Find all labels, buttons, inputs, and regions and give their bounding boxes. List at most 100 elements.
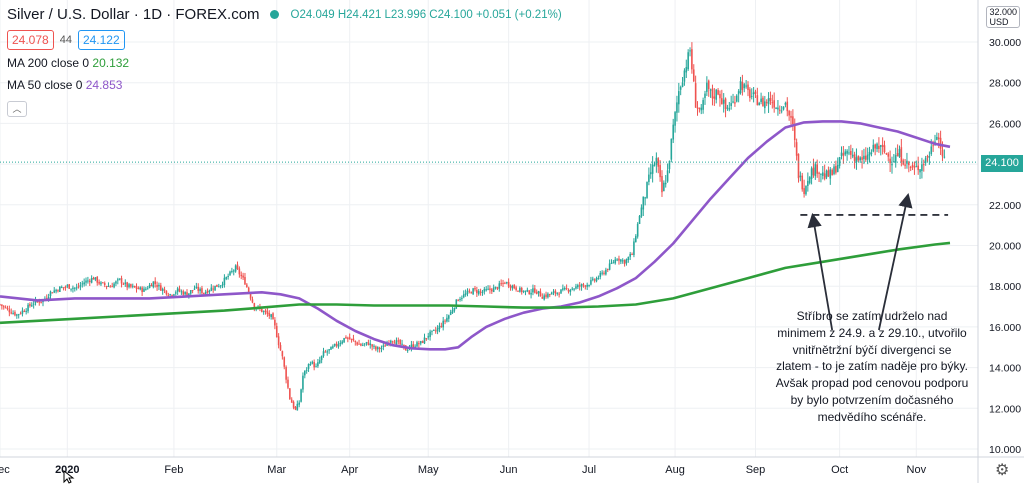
candle-body xyxy=(285,367,287,380)
candle-body xyxy=(820,173,822,175)
candle-body xyxy=(193,288,196,290)
y-tick-label: 20.000 xyxy=(989,241,1021,253)
candle-body xyxy=(249,293,252,299)
buy-button[interactable]: 24.122 xyxy=(77,30,125,50)
candle-body xyxy=(171,294,173,296)
candle-body xyxy=(165,290,168,295)
candle-body xyxy=(120,278,123,284)
candle-body xyxy=(150,284,153,287)
candle-body xyxy=(169,294,171,296)
candle-body xyxy=(139,287,142,290)
candle-body xyxy=(825,170,828,178)
candle-body xyxy=(653,165,656,167)
candle-body xyxy=(599,273,602,277)
candle-body xyxy=(189,290,192,294)
candle-body xyxy=(664,182,667,185)
candle-body xyxy=(580,284,583,287)
ma50-legend[interactable]: MA 50 close 0 24.853 xyxy=(7,78,122,92)
candle-body xyxy=(883,145,886,152)
candle-body xyxy=(143,288,145,292)
candle-body xyxy=(524,290,527,292)
candle-body xyxy=(10,312,13,314)
candle-body xyxy=(141,287,143,293)
candle-body xyxy=(692,69,695,82)
candle-body xyxy=(158,284,160,287)
x-tick-label: May xyxy=(418,464,439,476)
candle-body xyxy=(851,154,854,157)
candle-body xyxy=(732,101,734,103)
chart-legend: Silver / U.S. Dollar · 1D · FOREX.com O2… xyxy=(7,6,562,23)
candle-body xyxy=(835,166,837,173)
candle-body xyxy=(45,298,48,300)
y-tick-label: 16.000 xyxy=(989,322,1021,334)
chevron-up-icon[interactable]: ︿ xyxy=(7,101,27,117)
currency-label[interactable]: 32.000 USD xyxy=(986,6,1020,28)
candle-body xyxy=(208,290,211,292)
y-tick-label: 26.000 xyxy=(989,118,1021,130)
candle-body xyxy=(2,306,5,308)
candle-body xyxy=(154,281,157,284)
spread-value: 44 xyxy=(59,34,72,46)
x-tick-label: Feb xyxy=(164,464,183,476)
candle-body xyxy=(311,361,314,364)
candle-body xyxy=(14,312,16,316)
gear-icon[interactable]: ⚙ xyxy=(995,462,1010,479)
candle-body xyxy=(361,344,364,346)
candle-body xyxy=(801,175,804,190)
candle-body xyxy=(707,80,710,90)
candle-body xyxy=(810,168,813,179)
candle-body xyxy=(489,288,491,290)
x-tick-label: Oct xyxy=(831,464,848,476)
candle-body xyxy=(578,285,581,287)
candle-body xyxy=(562,288,564,290)
candle-body xyxy=(526,289,529,292)
candle-body xyxy=(135,286,138,289)
candle-body xyxy=(812,167,815,176)
candle-body xyxy=(17,314,20,316)
y-tick-label: 28.000 xyxy=(989,78,1021,90)
annotation-line: zlatem - to je zatím naděje pro býky. xyxy=(776,359,968,374)
candle-body xyxy=(560,289,562,294)
candle-body xyxy=(433,329,435,331)
candle-body xyxy=(694,83,697,108)
candle-body xyxy=(593,279,596,281)
candle-body xyxy=(449,312,452,315)
candle-body xyxy=(498,283,501,289)
candle-body xyxy=(180,291,183,293)
candle-body xyxy=(520,287,523,293)
candle-body xyxy=(391,341,394,343)
candle-body xyxy=(491,289,493,292)
ma200-legend[interactable]: MA 200 close 0 20.132 xyxy=(7,56,129,70)
candle-body xyxy=(816,164,818,174)
ma200-value: 20.132 xyxy=(92,56,130,70)
candle-body xyxy=(453,307,456,311)
y-tick-label: 30.000 xyxy=(989,37,1021,49)
candle-body xyxy=(380,347,383,349)
sell-button[interactable]: 24.078 xyxy=(7,30,54,50)
candle-body xyxy=(300,389,302,402)
candle-body xyxy=(156,285,158,287)
symbol-title[interactable]: Silver / U.S. Dollar · 1D · FOREX.com xyxy=(7,6,260,23)
candle-body xyxy=(6,308,9,310)
candle-body xyxy=(343,337,345,343)
candle-body xyxy=(556,292,559,294)
mouse-cursor-icon xyxy=(63,470,75,484)
candle-body xyxy=(911,165,914,168)
candle-body xyxy=(833,166,835,174)
last-price-label: 24.100 xyxy=(981,155,1023,172)
candle-body xyxy=(283,357,286,367)
candle-body xyxy=(358,343,360,345)
candle-body xyxy=(77,286,80,288)
candle-body xyxy=(309,363,312,365)
candle-body xyxy=(113,283,115,288)
candle-body xyxy=(861,157,863,160)
candle-body xyxy=(575,286,577,289)
candle-body xyxy=(333,343,336,346)
currency-top: 32.000 xyxy=(989,7,1017,17)
candle-body xyxy=(302,375,304,390)
candle-body xyxy=(661,176,663,193)
candle-body xyxy=(317,362,319,367)
annotation-arrow xyxy=(878,192,913,331)
candle-body xyxy=(117,279,119,281)
